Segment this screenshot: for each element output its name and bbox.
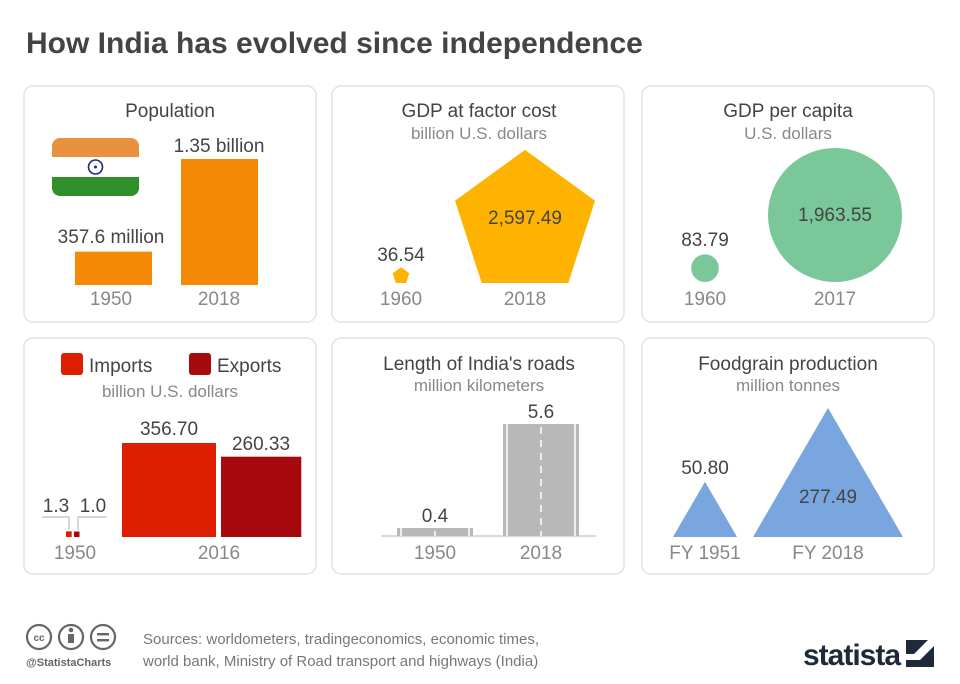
sources-line-1: Sources: worldometers, tradingeconomics,… bbox=[143, 631, 539, 648]
value-label: 83.79 bbox=[681, 230, 729, 251]
category-label: 1950 bbox=[90, 289, 132, 310]
value-label: 50.80 bbox=[681, 458, 729, 479]
statista-logo-icon bbox=[906, 640, 934, 667]
panel-subtitle-gdp: billion U.S. dollars bbox=[411, 124, 547, 143]
statista-handle[interactable]: @StatistaCharts bbox=[26, 657, 111, 669]
legend-label-exports: Exports bbox=[217, 356, 281, 377]
value-label: 1.3 bbox=[43, 496, 69, 517]
square-exports-1950 bbox=[74, 531, 80, 537]
india-flag-icon bbox=[52, 138, 139, 196]
value-label: 356.70 bbox=[140, 419, 198, 440]
panel-subtitle-trade: billion U.S. dollars bbox=[102, 382, 238, 401]
category-label: 1950 bbox=[54, 543, 96, 564]
category-label: FY 1951 bbox=[669, 543, 740, 564]
category-label: 2018 bbox=[504, 289, 546, 310]
value-label: 277.49 bbox=[799, 487, 857, 508]
flag-chakra-hub bbox=[94, 165, 97, 169]
panel-title-population: Population bbox=[125, 101, 215, 122]
flag-green-band bbox=[52, 177, 139, 196]
square-imports-1950 bbox=[66, 531, 72, 537]
value-label: 357.6 million bbox=[58, 227, 165, 248]
legend-swatch-imports bbox=[61, 353, 83, 375]
value-label: 36.54 bbox=[377, 245, 425, 266]
panel-title-gdp-per-capita: GDP per capita bbox=[723, 101, 853, 122]
value-label: 2,597.49 bbox=[488, 208, 562, 229]
callout-line bbox=[77, 516, 107, 530]
sources-line-2: world bank, Ministry of Road transport a… bbox=[142, 653, 538, 670]
cc-icon: cc bbox=[25, 623, 53, 651]
flag-saffron-band bbox=[52, 138, 139, 157]
value-label: 1.35 billion bbox=[174, 136, 265, 157]
legend-swatch-exports bbox=[189, 353, 211, 375]
road-bar-1950 bbox=[397, 528, 473, 536]
value-label: 1,963.55 bbox=[798, 205, 872, 226]
statista-logo-text: statista bbox=[803, 639, 901, 672]
value-label: 1.0 bbox=[80, 496, 106, 517]
nd-icon bbox=[89, 623, 117, 651]
category-label: 2018 bbox=[520, 543, 562, 564]
triangle-foodgrain-FY 1951 bbox=[672, 481, 738, 537]
category-label: 1960 bbox=[684, 289, 726, 310]
flag-chakra bbox=[87, 159, 104, 175]
category-label: 2018 bbox=[198, 289, 240, 310]
panel-subtitle-roads: million kilometers bbox=[414, 376, 544, 395]
panel-title-gdp: GDP at factor cost bbox=[402, 101, 558, 122]
category-label: 1960 bbox=[380, 289, 422, 310]
page-title: How India has evolved since independence bbox=[26, 27, 643, 60]
by-icon bbox=[57, 623, 85, 651]
value-label: 5.6 bbox=[528, 402, 554, 423]
panel-subtitle-foodgrain: million tonnes bbox=[736, 376, 840, 395]
pentagon-gdp-1960 bbox=[392, 267, 410, 283]
value-label: 260.33 bbox=[232, 434, 290, 455]
triangle-foodgrain-FY 2018 bbox=[753, 408, 903, 537]
panel-subtitle-gdp-per-capita: U.S. dollars bbox=[744, 124, 832, 143]
category-label: FY 2018 bbox=[792, 543, 863, 564]
callout-line bbox=[42, 516, 70, 530]
bar-population-1950 bbox=[75, 251, 152, 285]
bar-population-2018 bbox=[181, 159, 258, 285]
square-exports-2016 bbox=[221, 456, 302, 537]
category-label: 2016 bbox=[198, 543, 240, 564]
square-imports-2016 bbox=[122, 443, 216, 537]
panel-title-roads: Length of India's roads bbox=[383, 354, 575, 375]
road-bar-2018 bbox=[503, 424, 579, 536]
legend-label-imports: Imports bbox=[89, 356, 152, 377]
category-label: 1950 bbox=[414, 543, 456, 564]
value-label: 0.4 bbox=[422, 506, 449, 527]
circle-gdp-per-capita-2017 bbox=[768, 148, 902, 282]
circle-gdp-per-capita-1960 bbox=[691, 254, 719, 282]
svg-text:cc: cc bbox=[33, 633, 45, 644]
pentagon-gdp-2018 bbox=[455, 149, 595, 283]
category-label: 2017 bbox=[814, 289, 856, 310]
panel-title-foodgrain: Foodgrain production bbox=[698, 354, 878, 375]
